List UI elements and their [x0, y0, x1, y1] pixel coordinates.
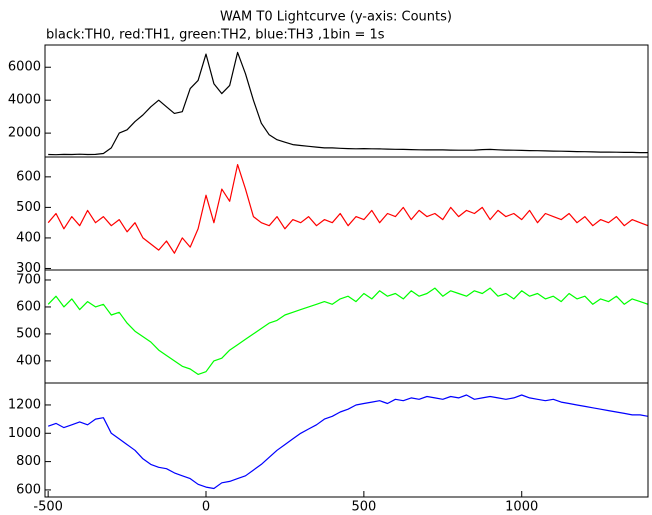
x-tick-label: 500: [351, 500, 376, 515]
y-tick-label: 500: [16, 200, 41, 215]
data-line: [48, 51, 648, 156]
y-tick-label: 6000: [8, 60, 41, 75]
y-tick-label: 2000: [8, 126, 41, 141]
plot-area: [48, 51, 648, 156]
y-tick-label: 800: [16, 454, 41, 469]
y-tick-label: 600: [16, 482, 41, 497]
y-tick-label: 1000: [8, 426, 41, 441]
data-line: [47, 164, 648, 254]
x-tick-label: 1000: [505, 500, 538, 515]
y-tick-label: 300: [16, 261, 41, 276]
chart-subtitle: black:TH0, red:TH1, green:TH2, blue:TH3 …: [46, 28, 385, 43]
y-tick-label: 600: [16, 299, 41, 314]
y-tick-label: 500: [16, 326, 41, 341]
x-tick-label: 0: [202, 500, 210, 515]
y-tick-label: 4000: [8, 93, 41, 108]
panel-frame: [44, 382, 649, 498]
y-tick-label: 400: [16, 353, 41, 368]
chart-title: WAM T0 Lightcurve (y-axis: Counts): [220, 10, 452, 25]
data-line: [47, 394, 648, 490]
y-tick-label: 1200: [8, 397, 41, 412]
y-tick-label: 600: [16, 169, 41, 184]
plot-area: [47, 164, 648, 254]
data-line: [47, 287, 648, 375]
x-tick-label: -500: [33, 500, 63, 515]
y-tick-label: 400: [16, 230, 41, 245]
y-tick-label: 700: [16, 272, 41, 287]
plot-area: [47, 287, 648, 375]
plot-area: [47, 394, 648, 490]
